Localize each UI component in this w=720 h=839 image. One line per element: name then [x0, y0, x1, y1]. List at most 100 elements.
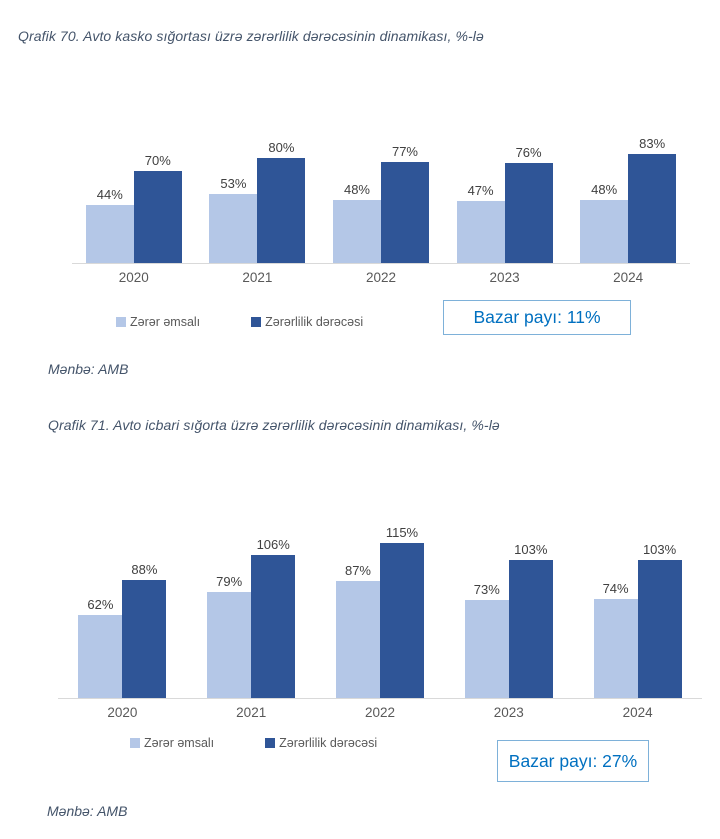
legend-swatch-icon	[265, 738, 276, 748]
category-label: 2021	[236, 705, 267, 720]
legend-label: Zərərlilik dərəcəsi	[265, 315, 364, 329]
value-label: 80%	[268, 140, 295, 156]
bar-column: 103%	[637, 541, 682, 698]
bar-dark-2022	[379, 543, 424, 698]
bar-column: 83%	[628, 136, 677, 263]
bar-column: 88%	[122, 562, 167, 698]
value-label: 87%	[344, 563, 371, 578]
value-label: 74%	[602, 580, 629, 596]
bar-light-2021	[207, 591, 252, 698]
bar-light-2022	[335, 581, 380, 698]
bar-column: 76%	[504, 145, 553, 263]
bar-column: 53%	[209, 175, 258, 263]
bar-group-2020: 44% 70% 2020	[72, 128, 196, 285]
bar-dark-2021	[257, 158, 306, 263]
value-label: 47%	[467, 183, 494, 199]
bar-group-2024: 74% 103% 2024	[573, 523, 702, 720]
value-label: 53%	[220, 175, 247, 191]
bar-column: 48%	[332, 182, 381, 263]
bar-pair: 53% 80%	[209, 128, 306, 263]
bar-column: 62%	[78, 596, 123, 698]
bar-pair: 47% 76%	[456, 128, 553, 263]
category-label: 2020	[107, 705, 138, 720]
bar-column: 106%	[251, 537, 296, 698]
legend-item: Zərər əmsalı	[130, 736, 214, 750]
value-label: 73%	[473, 581, 500, 597]
bar-dark-2020	[133, 171, 182, 263]
bar-pair: 44% 70%	[85, 128, 182, 263]
chart2-title: Qrafik 71. Avto icbari sığorta üzrə zərə…	[48, 417, 500, 433]
bar-column: 77%	[380, 144, 429, 263]
bar-column: 87%	[335, 563, 380, 698]
chart1-market-share-text: Bazar payı: 11%	[473, 307, 601, 327]
bar-dark-2024	[628, 154, 677, 263]
category-label: 2022	[365, 270, 396, 285]
value-label: 44%	[96, 187, 123, 203]
bar-light-2024	[580, 200, 629, 263]
bar-dark-2023	[508, 559, 553, 698]
legend-swatch-icon	[116, 317, 126, 327]
bar-column: 44%	[85, 187, 134, 263]
bar-group-2022: 87% 115% 2022	[316, 523, 445, 720]
bar-column: 74%	[593, 580, 638, 698]
bar-group-2023: 73% 103% 2023	[444, 523, 573, 720]
category-label: 2022	[364, 705, 396, 720]
value-label: 79%	[216, 573, 243, 589]
value-label: 77%	[391, 144, 418, 160]
bar-pair: 79% 106%	[207, 523, 296, 698]
value-label: 103%	[642, 541, 677, 557]
bar-light-2021	[209, 193, 258, 263]
bar-pair: 73% 103%	[464, 523, 553, 698]
bar-column: 47%	[456, 183, 505, 263]
chart2-plot-area: 62% 88% 2020 79% 106% 2021 87% 115% 2022 73% 103% 2…	[58, 523, 702, 720]
chart1-market-share-box: Bazar payı: 11%	[443, 300, 631, 335]
legend-label: Zərər əmsalı	[130, 315, 201, 329]
chart2-x-axis-line	[58, 698, 702, 699]
value-label: 48%	[591, 182, 618, 198]
bar-dark-2023	[504, 163, 553, 263]
bar-group-2023: 47% 76% 2023	[443, 128, 567, 285]
category-label: 2023	[493, 705, 524, 720]
bar-group-2024: 48% 83% 2024	[566, 128, 690, 285]
bar-dark-2022	[380, 162, 429, 263]
chart2-legend: Zərər əmsalı Zərərlilik dərəcəsi	[130, 736, 377, 750]
chart1-title: Qrafik 70. Avto kasko sığortası üzrə zər…	[18, 28, 484, 44]
chart1-source: Mənbə: AMB	[48, 361, 129, 377]
value-label: 103%	[514, 541, 548, 557]
bar-light-2020	[78, 614, 123, 698]
value-label: 70%	[144, 153, 171, 169]
bar-pair: 74% 103%	[593, 523, 682, 698]
bar-light-2023	[464, 599, 509, 698]
value-label: 62%	[87, 596, 114, 612]
chart1-x-axis-line	[72, 263, 690, 264]
bar-column: 115%	[379, 525, 424, 698]
legend-swatch-icon	[130, 738, 140, 748]
chart2-market-share-text: Bazar payı: 27%	[508, 750, 638, 771]
bar-dark-2024	[637, 559, 682, 698]
value-label: 48%	[343, 182, 370, 198]
bar-dark-2021	[251, 555, 296, 698]
bar-column: 48%	[580, 182, 629, 263]
bar-group-2021: 79% 106% 2021	[187, 523, 316, 720]
chart2-market-share-box: Bazar payı: 27%	[497, 740, 649, 782]
bar-pair: 48% 83%	[580, 128, 677, 263]
value-label: 83%	[639, 136, 666, 152]
value-label: 106%	[256, 537, 290, 553]
legend-label: Zərər əmsalı	[144, 736, 215, 750]
legend-item: Zərərlilik dərəcəsi	[265, 736, 377, 750]
value-label: 115%	[385, 525, 419, 541]
category-label: 2020	[118, 270, 149, 285]
category-label: 2023	[489, 270, 520, 285]
bar-pair: 48% 77%	[332, 128, 429, 263]
category-label: 2024	[622, 705, 653, 720]
chart1-legend: Zərər əmsalı Zərərlilik dərəcəsi	[116, 315, 363, 329]
bar-light-2022	[332, 200, 381, 263]
bar-group-2021: 53% 80% 2021	[196, 128, 320, 285]
bar-group-2020: 62% 88% 2020	[58, 523, 187, 720]
bar-light-2024	[593, 598, 638, 698]
category-label: 2024	[613, 270, 644, 285]
bar-column: 103%	[508, 541, 553, 698]
category-label: 2021	[242, 270, 273, 285]
bar-light-2023	[456, 201, 505, 263]
bar-column: 70%	[133, 153, 182, 263]
